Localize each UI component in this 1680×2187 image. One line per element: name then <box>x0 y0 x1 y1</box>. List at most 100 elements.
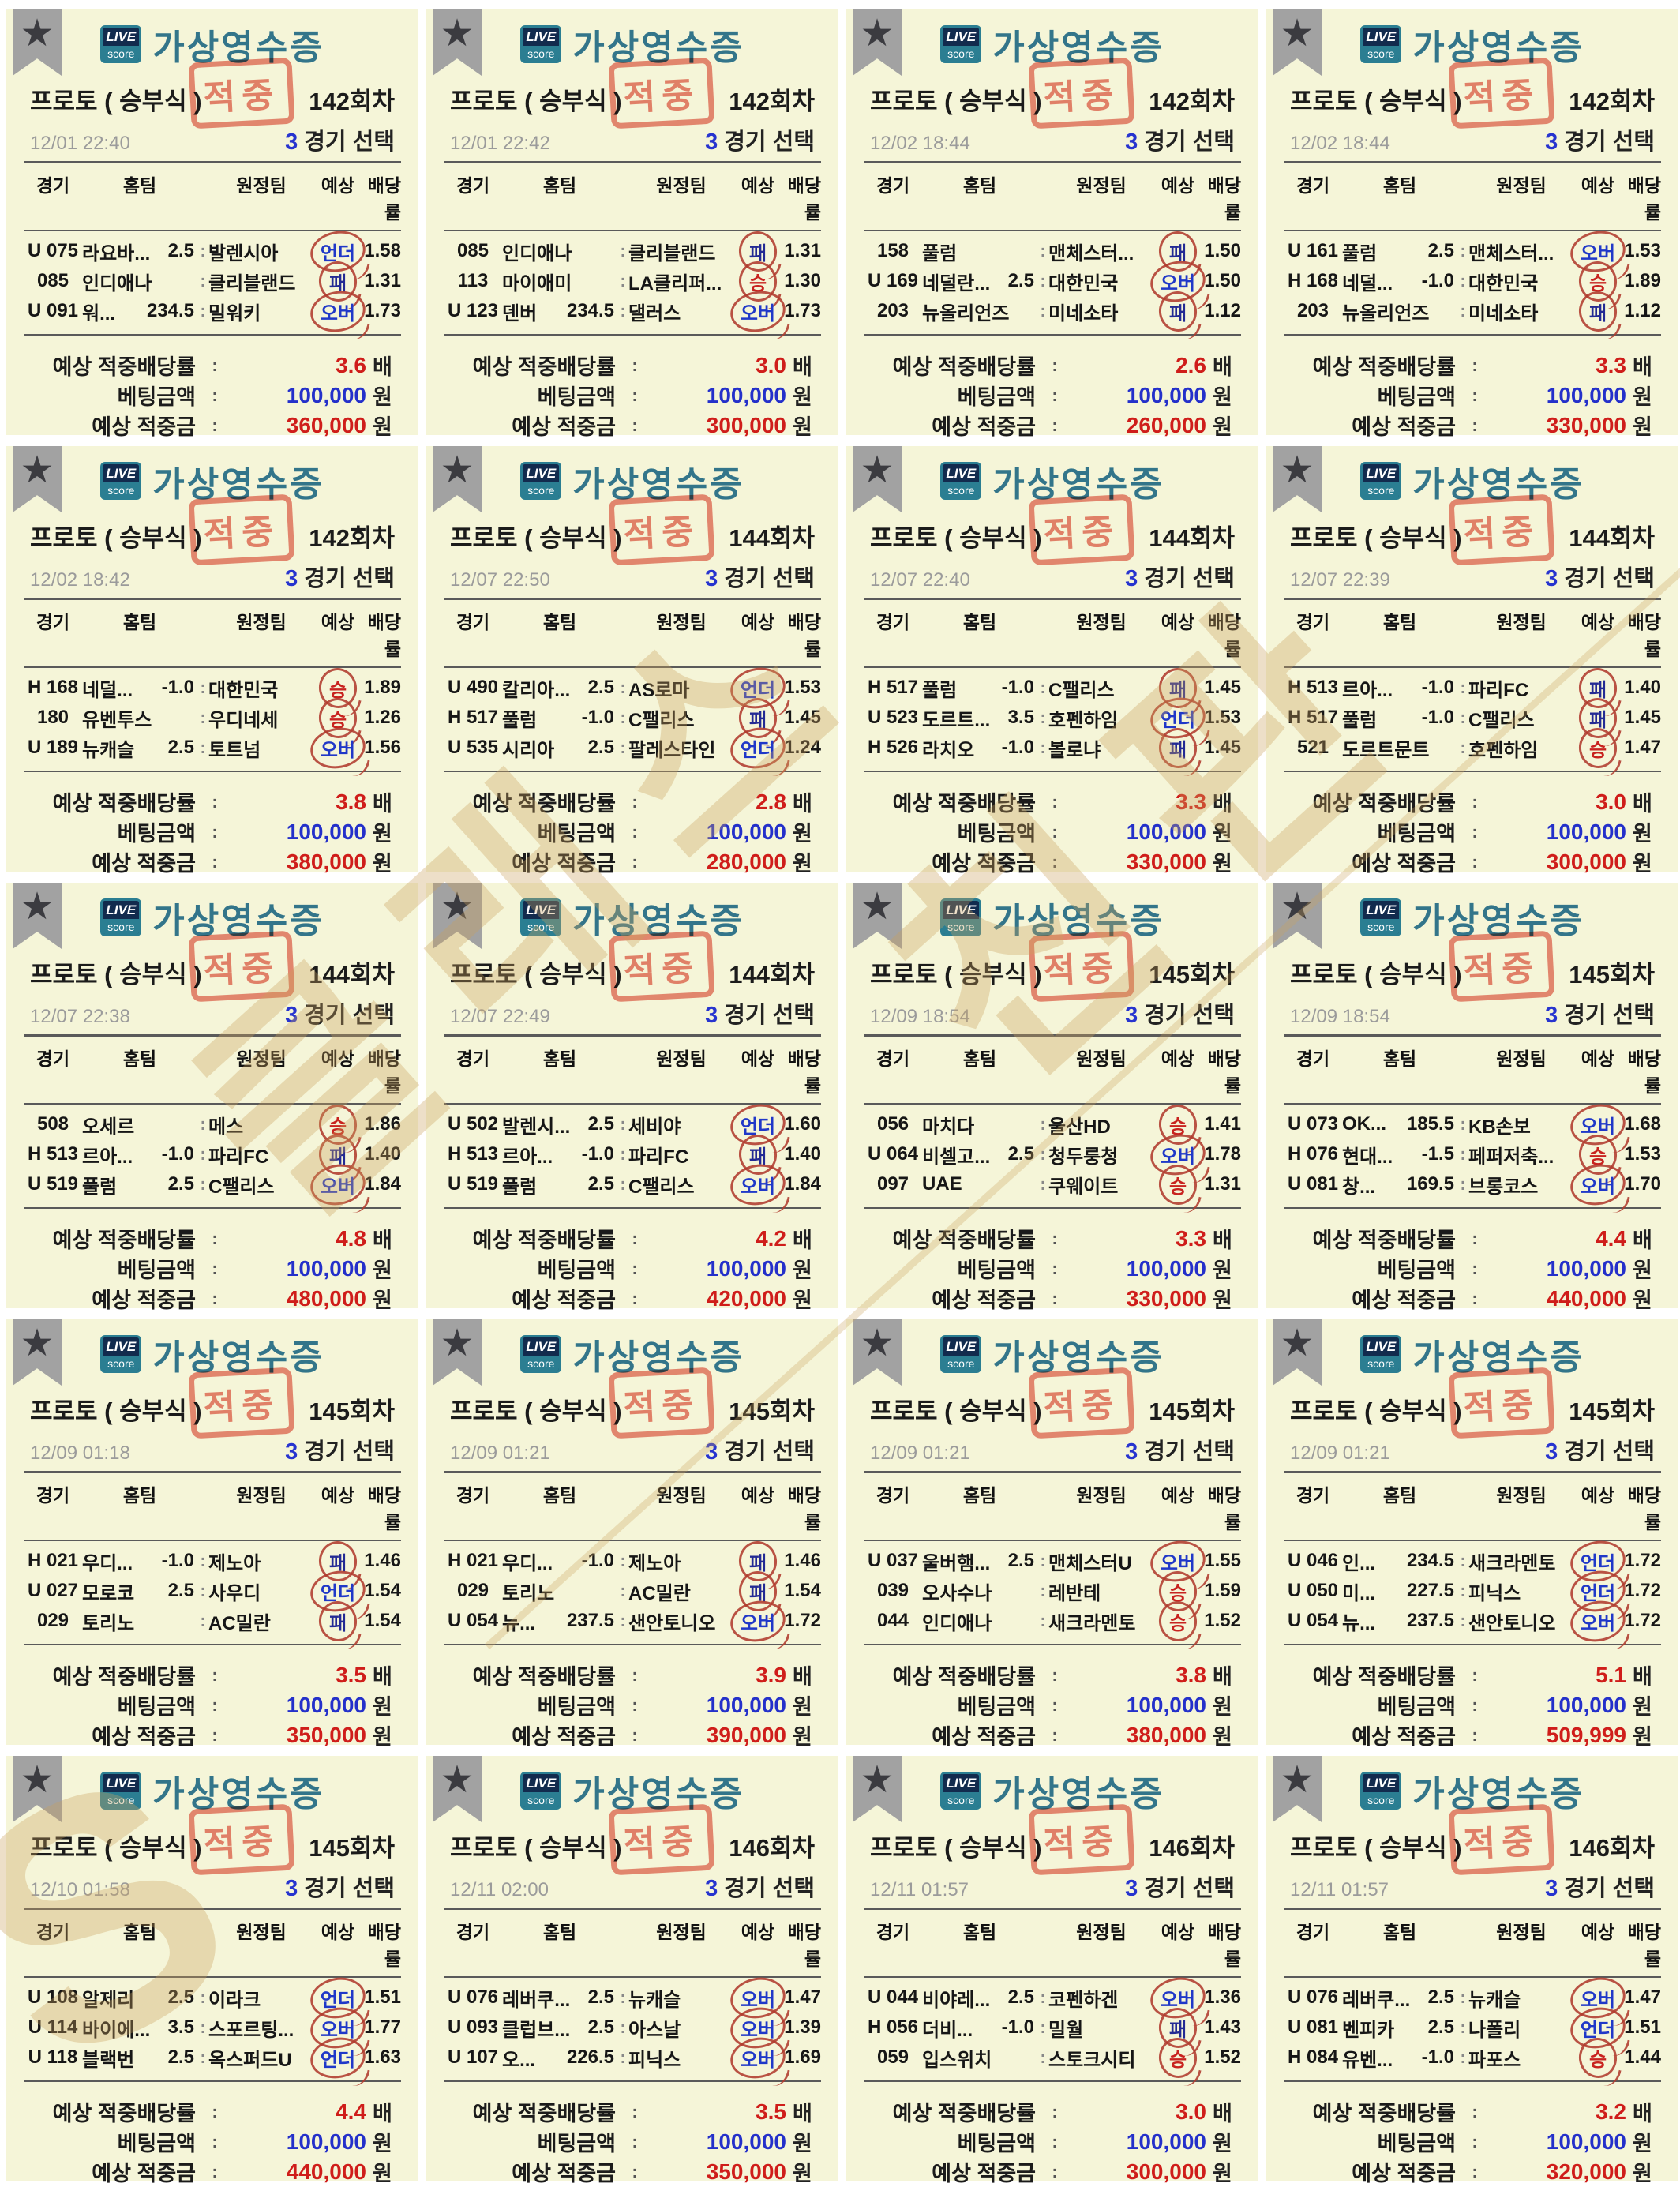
table-header-rule <box>24 1540 401 1541</box>
home-team-name: 클럽브... <box>502 2019 571 2041</box>
away-team: 팔레스타인 <box>628 739 716 761</box>
summary-payout-value: 380,000 <box>286 849 366 874</box>
summary-payout-unit: 원 <box>373 852 392 876</box>
away-team: 클리블랜드 <box>628 242 716 264</box>
home-team: 라요바... 2.5 <box>82 238 197 265</box>
team-separator: : <box>620 2047 626 2067</box>
livescore-logo: LIVE score <box>1360 25 1402 63</box>
receipt-title: 가상영수증 <box>572 902 744 940</box>
game-row: U 114 바이에... 3.5 : 스포르팅... 오버 1.77 <box>24 2013 401 2043</box>
games-selected: 3 경기 선택 <box>285 560 395 593</box>
odds-value: 1.77 <box>364 2016 401 2038</box>
round-label: 144회차 <box>729 960 815 988</box>
team-separator: : <box>1460 241 1466 261</box>
home-team: 네덜란... 2.5 <box>922 268 1037 295</box>
summary-colon: : <box>1472 354 1478 375</box>
summary-rate-unit: 배 <box>793 2102 812 2125</box>
meta-row: 12/07 22:38 3 경기 선택 <box>6 996 418 1028</box>
team-separator: : <box>1460 1551 1466 1570</box>
game-code: U 081 <box>1287 2016 1339 2038</box>
livescore-logo-top: LIVE <box>1363 28 1400 47</box>
summary-row-bet: 베팅금액 : 100,000 원 <box>447 380 818 410</box>
product-row: 프로토 ( 승부식 ) 적중 144회차 <box>6 930 418 1003</box>
receipt-card: ★ LIVE score 가상영수증 프로토 ( 승부식 ) 적중 146회차 … <box>426 1756 838 2185</box>
away-team: 맨체스터... <box>1048 242 1134 264</box>
livescore-logo-top: LIVE <box>1363 464 1400 483</box>
header-home: 홈팀 <box>1382 612 1417 632</box>
summary-colon: : <box>212 791 218 812</box>
brand-row: LIVE score 가상영수증 <box>1266 9 1678 69</box>
header-away: 원정팀 <box>236 612 287 632</box>
star-icon: ★ <box>860 13 894 54</box>
summary-row-rate: 예상 적중배당률 : 4.4 배 <box>1287 1223 1658 1253</box>
away-team: 샌안토니오 <box>628 1612 716 1634</box>
summary-colon: : <box>1472 385 1478 405</box>
livescore-logo-bottom: score <box>943 919 980 934</box>
odds-value: 1.44 <box>1624 2046 1661 2068</box>
games-rows: H 021 우디... -1.0 : 제노아 패 1.46 029 토리노 : … <box>426 1541 838 1636</box>
round-label: 142회차 <box>309 523 395 552</box>
game-code: H 517 <box>1287 707 1339 728</box>
games-rows: U 490 칼리아... 2.5 : AS로마 언더 1.53 H 517 풀럼… <box>426 668 838 763</box>
game-code: 158 <box>876 240 909 261</box>
summary-colon: : <box>212 1694 218 1715</box>
games-selected: 3 경기 선택 <box>1125 123 1235 156</box>
hit-stamp: 적중 <box>187 57 295 129</box>
summary-rate-value: 3.0 <box>1176 2099 1206 2124</box>
pick-badge: 패 <box>747 1140 769 1169</box>
pick-cell: 패 <box>734 237 782 266</box>
away-team: 피닉스 <box>1468 1582 1521 1604</box>
table-header-rule <box>444 666 821 668</box>
game-code: U 523 <box>867 707 919 728</box>
livescore-logo: LIVE score <box>520 462 562 500</box>
summary-payout-value: 260,000 <box>1126 412 1206 437</box>
summary: 예상 적중배당률 : 3.0 배 베팅금액 : 100,000 원 예상 적중금… <box>1266 786 1678 876</box>
home-team: 풀럼 -1.0 <box>922 674 1037 702</box>
summary-row-rate: 예상 적중배당률 : 2.8 배 <box>447 786 818 816</box>
brand-row: LIVE score 가상영수증 <box>426 1319 838 1379</box>
summary-row-payout: 예상 적중금 : 480,000 원 <box>27 1283 398 1313</box>
table-header-rule <box>1284 666 1661 668</box>
home-team: 알제리 2.5 <box>82 1984 197 2012</box>
game-row: U 054 뉴... 237.5 : 샌안토니오 오버 1.72 <box>1284 1606 1661 1636</box>
receipt-datetime: 12/02 18:42 <box>30 569 130 591</box>
summary-row-payout: 예상 적중금 : 440,000 원 <box>27 2156 398 2186</box>
table-header: 경기 홈팀 원정팀 예상 배당률 <box>846 600 1258 666</box>
game-code: U 054 <box>447 1610 499 1631</box>
livescore-logo: LIVE score <box>1360 1772 1402 1810</box>
home-team: 울버햄... 2.5 <box>922 1547 1037 1575</box>
game-code: U 169 <box>867 270 919 291</box>
game-code: U 076 <box>1287 1986 1339 2008</box>
summary-colon: : <box>1052 1258 1058 1278</box>
receipt-card: ★ LIVE score 가상영수증 프로토 ( 승부식 ) 적중 142회차 … <box>6 446 418 876</box>
summary-colon: : <box>212 1288 218 1308</box>
summary-rate-unit: 배 <box>1213 792 1232 816</box>
games-selected-label: 경기 선택 <box>1144 1439 1235 1465</box>
pick-badge: 패 <box>1167 237 1189 266</box>
home-handicap: 226.5 <box>566 2046 614 2068</box>
summary-payout-unit: 원 <box>1213 852 1232 876</box>
brand-row: LIVE score 가상영수증 <box>1266 1319 1678 1379</box>
summary-colon: : <box>632 385 638 405</box>
table-header-rule <box>864 1976 1241 1978</box>
games-selected-count: 3 <box>1545 1876 1558 1901</box>
pick-cell: 승 <box>1154 1170 1202 1199</box>
summary-colon: : <box>632 2161 638 2181</box>
livescore-logo: LIVE score <box>940 1335 982 1373</box>
odds-value: 1.53 <box>1624 240 1661 261</box>
summary-label: 베팅금액 <box>957 1695 1036 1719</box>
pick-badge: 패 <box>747 703 769 733</box>
header-pick: 예상 <box>1581 1485 1615 1506</box>
meta-row: 12/10 01:58 3 경기 선택 <box>6 1870 418 1901</box>
header-away: 원정팀 <box>656 1922 707 1942</box>
star-icon: ★ <box>440 449 474 491</box>
header-pick: 예상 <box>321 1485 355 1506</box>
odds-value: 1.86 <box>364 1113 401 1135</box>
pick-cell: 승 <box>1574 733 1622 763</box>
summary-colon: : <box>212 1664 218 1685</box>
star-icon: ★ <box>440 1759 474 1801</box>
summary-colon: : <box>632 821 638 842</box>
pick-cell: 패 <box>314 1547 362 1576</box>
product-row: 프로토 ( 승부식 ) 적중 145회차 <box>1266 1367 1678 1439</box>
home-team: 뉴올리언즈 <box>922 298 1037 325</box>
